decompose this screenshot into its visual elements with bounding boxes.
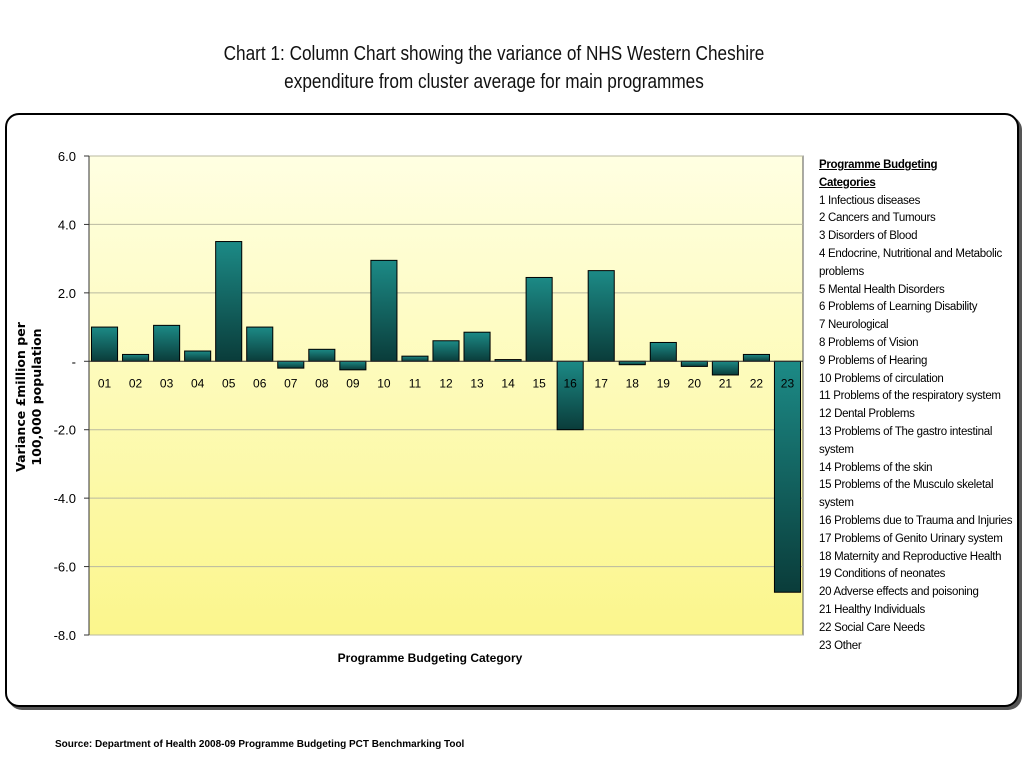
- legend-heading-line1: Programme Budgeting: [819, 159, 938, 171]
- x-tick-label: 17: [595, 376, 609, 390]
- gridlines: [84, 155, 803, 636]
- bar: [90, 326, 119, 362]
- chart-title-line1: Chart 1: Column Chart showing the varian…: [223, 43, 765, 65]
- x-tick-label: 23: [781, 376, 795, 390]
- x-tick-label: 03: [160, 376, 174, 390]
- bar: [525, 276, 553, 362]
- bar: [680, 360, 708, 367]
- legend-item: 15 Problems of the Musculo skeletal syst…: [819, 479, 994, 510]
- x-tick-label: 13: [470, 376, 484, 390]
- legend-item: 6 Problems of Learning Disability: [819, 301, 978, 314]
- plot-area: [88, 155, 804, 636]
- legend-item: 1 Infectious diseases: [819, 194, 921, 207]
- x-tick-label: 22: [750, 376, 764, 390]
- x-tick-label: 07: [284, 376, 298, 390]
- legend-item: 9 Problems of Hearing: [819, 354, 928, 367]
- x-tick-label: 11: [409, 376, 422, 390]
- x-tick-label: 16: [563, 376, 577, 390]
- bar: [742, 353, 770, 362]
- legend-item: 5 Mental Health Disorders: [819, 283, 945, 296]
- x-tick-label: 02: [129, 376, 143, 390]
- legend-item: 20 Adverse effects and poisoning: [819, 586, 979, 599]
- y-tick-label: -2.0: [54, 423, 76, 438]
- legend-item: 19 Conditions of neonates: [819, 568, 946, 581]
- legend-item: 2 Cancers and Tumours: [819, 212, 936, 225]
- y-axis-title-line1: Variance £million per: [13, 321, 28, 472]
- legend-item: 10 Problems of circulation: [819, 372, 944, 385]
- x-tick-label: 14: [501, 376, 515, 390]
- x-tick-label: 19: [657, 376, 671, 390]
- bar: [370, 259, 398, 362]
- bar: [153, 324, 181, 362]
- y-tick-label: -4.0: [54, 491, 76, 506]
- legend-item: 22 Social Care Needs: [819, 621, 925, 634]
- legend-item: 16 Problems due to Trauma and Injuries: [819, 514, 1013, 527]
- legend-item: 13 Problems of The gastro intestinal sys…: [819, 425, 993, 456]
- chart-title: Chart 1: Column Chart showing the varian…: [190, 40, 799, 96]
- bar: [556, 360, 584, 431]
- bar: [277, 360, 305, 369]
- bar: [711, 360, 739, 376]
- x-tick-label: 20: [688, 376, 702, 390]
- category-legend: Programme Budgeting Categories 1 Infecti…: [819, 157, 1019, 655]
- legend-item: 17 Problems of Genito Urinary system: [819, 532, 1003, 545]
- source-note: Source: Department of Health 2008-09 Pro…: [55, 739, 465, 750]
- x-axis-title: Programme Budgeting Category: [338, 651, 523, 665]
- bars: [90, 241, 802, 593]
- legend-item: 4 Endocrine, Nutritional and Metabolic p…: [819, 247, 1002, 278]
- x-tick-label: 12: [439, 376, 453, 390]
- y-tick-label: -8.0: [54, 628, 76, 643]
- bar: [246, 326, 274, 362]
- y-tick-label: -6.0: [54, 560, 76, 575]
- legend-item: 18 Maternity and Reproductive Health: [819, 550, 1002, 563]
- x-tick-label: 06: [253, 376, 267, 390]
- y-tick-label: -: [72, 354, 76, 369]
- legend-item: 14 Problems of the skin: [819, 461, 933, 474]
- bar: [122, 353, 150, 362]
- bar: [649, 341, 677, 362]
- legend-heading-line2: Categories: [819, 176, 876, 189]
- bar: [215, 241, 243, 362]
- bar: [339, 360, 367, 371]
- legend-items: 1 Infectious diseases 2 Cancers and Tumou…: [819, 193, 1019, 656]
- bar: [432, 340, 460, 362]
- x-tick-label: 08: [315, 376, 329, 390]
- y-axis-title-line2: 100,000 population: [29, 328, 44, 465]
- legend-item: 11 Problems of the respiratory system: [819, 390, 1001, 403]
- bar: [587, 270, 615, 362]
- y-tick-label: 4.0: [58, 217, 76, 232]
- x-tick-label: 15: [532, 376, 546, 390]
- legend-item: 12 Dental Problems: [819, 408, 915, 421]
- bar: [401, 355, 429, 362]
- legend-item: 8 Problems of Vision: [819, 336, 919, 349]
- x-tick-label: 21: [719, 376, 733, 390]
- bar: [618, 360, 646, 366]
- bar: [463, 331, 491, 362]
- legend-item: 7 Neurological: [819, 319, 889, 332]
- bar: [184, 350, 212, 362]
- legend-item: 23 Other: [819, 639, 862, 652]
- x-tick-label: 09: [346, 376, 360, 390]
- legend-item: 21 Healthy Individuals: [819, 603, 925, 616]
- x-tick-label: 04: [191, 376, 205, 390]
- x-tick-label: 05: [222, 376, 236, 390]
- x-tick-label: 01: [98, 376, 112, 390]
- legend-item: 3 Disorders of Blood: [819, 230, 918, 243]
- chart-title-line2: expenditure from cluster average for mai…: [284, 71, 704, 93]
- x-tick-label: 10: [377, 376, 391, 390]
- x-tick-labels: 01 02 03 04 05 06 07 08 09 10 11 12 13 14 15 16 17 18 19 20…: [98, 376, 795, 390]
- y-tick-label: 2.0: [58, 286, 76, 301]
- y-tick-label: 6.0: [58, 149, 76, 164]
- y-tick-labels: 6.0 4.0 2.0 - -2.0 -4.0 -6.0 -8.0: [54, 149, 76, 643]
- bar: [308, 348, 336, 362]
- bar: [773, 360, 802, 593]
- x-tick-label: 18: [626, 376, 640, 390]
